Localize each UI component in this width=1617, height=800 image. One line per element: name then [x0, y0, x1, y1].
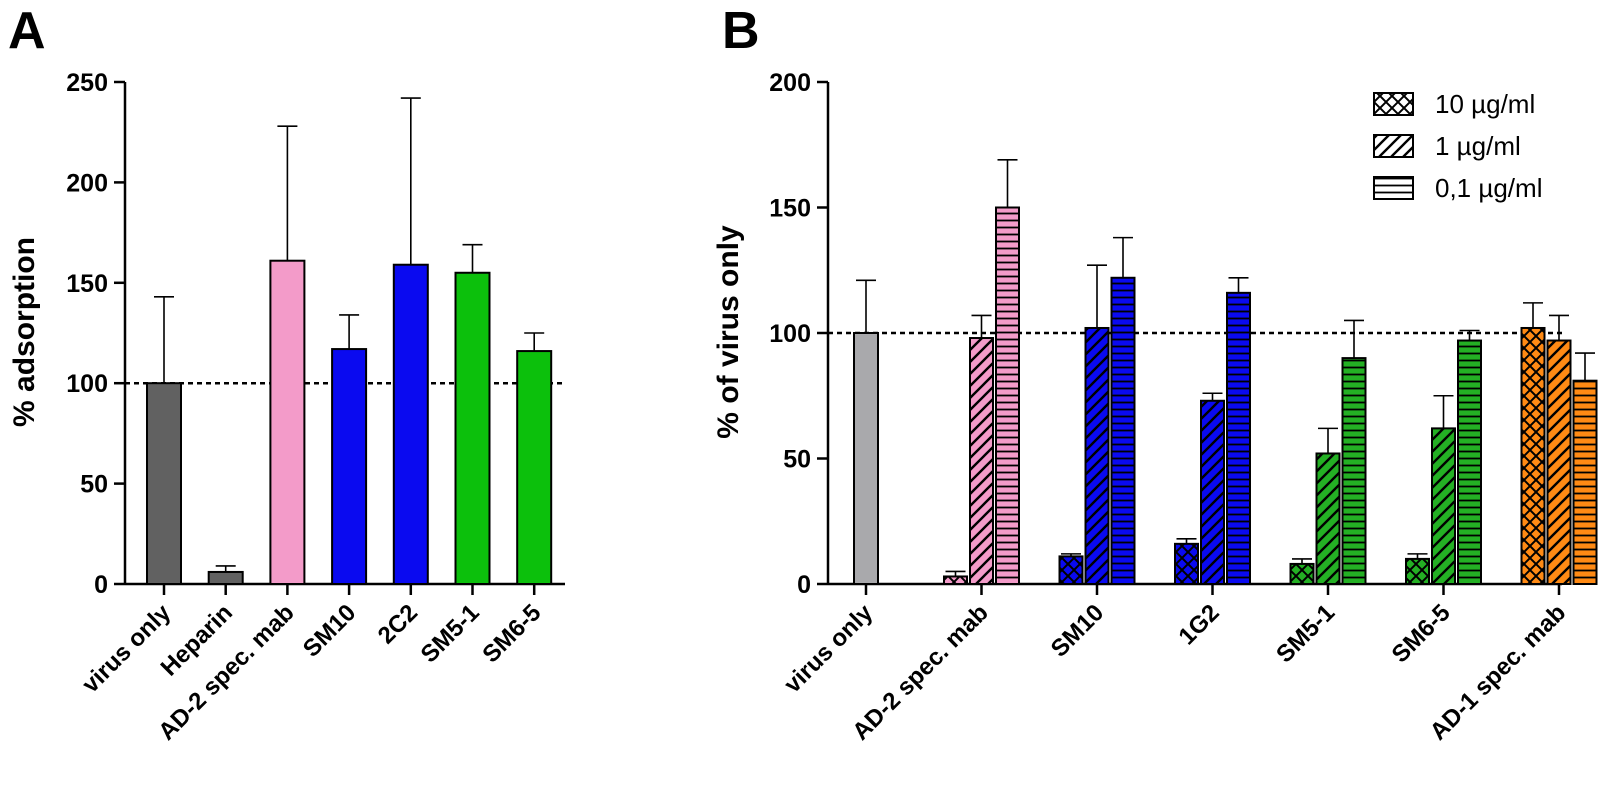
legend: 10 µg/ml 1 µg/ml 0,1 µg/ml	[1373, 89, 1542, 203]
bar-b	[969, 337, 994, 585]
x-tick-label-a: SM6-5	[477, 599, 546, 668]
bar-b	[1110, 276, 1136, 585]
bar-b	[1200, 399, 1225, 585]
y-tick-label-b: 100	[769, 320, 811, 348]
x-tick-label-b: SM10	[1046, 599, 1109, 662]
x-tick-label-a: 2C2	[373, 599, 423, 649]
legend-swatch	[1373, 176, 1414, 200]
y-tick-label-a: 200	[66, 169, 108, 197]
legend-label: 1 µg/ml	[1435, 131, 1521, 161]
x-tick-label-a: SM10	[298, 599, 361, 662]
y-tick-label-a: 0	[94, 571, 108, 599]
panel-label-b: B	[722, 2, 760, 60]
bar-b	[1058, 555, 1084, 586]
bar-b	[1405, 557, 1430, 586]
bar-b	[1226, 291, 1251, 585]
bar-b	[1546, 339, 1572, 585]
y-tick-label-a: 100	[66, 370, 108, 398]
x-tick-label-b: 1G2	[1174, 599, 1225, 650]
y-axis-label-b: % of virus only	[712, 225, 745, 439]
bar-b	[1457, 339, 1482, 585]
bar-b	[995, 206, 1020, 585]
y-tick-label-a: 150	[66, 270, 108, 298]
bar-b	[1315, 452, 1341, 586]
bar-b	[1520, 326, 1546, 585]
bar-a	[454, 271, 491, 585]
bar-b	[1341, 357, 1367, 585]
x-tick-label-a: virus only	[77, 599, 177, 699]
x-tick-label-b: SM6-5	[1387, 599, 1456, 668]
panel-a: A % adsorption 0 50 100 150 200 250 virus only…	[8, 2, 565, 746]
bar-a	[146, 382, 182, 586]
x-tick-label-b: virus only	[779, 599, 879, 699]
y-tick-label-a: 250	[66, 69, 108, 97]
bar-a	[331, 348, 368, 585]
bar-fill-b	[854, 333, 878, 584]
panel-b: B % of virus only 10 µg/ml 1 µg/ml 0,1 µg/…	[712, 2, 1598, 746]
x-tick-label-a: SM5-1	[416, 599, 485, 668]
bar-a	[269, 259, 306, 585]
bar-a	[516, 350, 553, 585]
y-tick-label-b: 50	[783, 446, 811, 474]
bar-b	[1084, 326, 1110, 585]
legend-label: 0,1 µg/ml	[1435, 173, 1542, 203]
y-axis-label-a: % adsorption	[8, 237, 41, 427]
y-tick-label-b: 0	[797, 571, 811, 599]
panel-label-a: A	[8, 2, 46, 60]
y-tick-label-a: 50	[80, 471, 108, 499]
bar-b	[1431, 427, 1456, 585]
bar-b	[943, 575, 968, 585]
legend-swatch	[1373, 134, 1414, 158]
bar-b	[1572, 379, 1598, 585]
bar-b	[1289, 562, 1315, 585]
bar-a	[392, 263, 429, 585]
x-tick-label-b: SM5-1	[1271, 599, 1340, 668]
legend-swatch	[1373, 92, 1414, 116]
y-tick-label-b: 150	[769, 195, 811, 223]
y-tick-label-b: 200	[769, 69, 811, 97]
bar-a	[207, 570, 244, 586]
legend-label: 10 µg/ml	[1435, 89, 1535, 119]
bar-b	[1174, 542, 1199, 586]
